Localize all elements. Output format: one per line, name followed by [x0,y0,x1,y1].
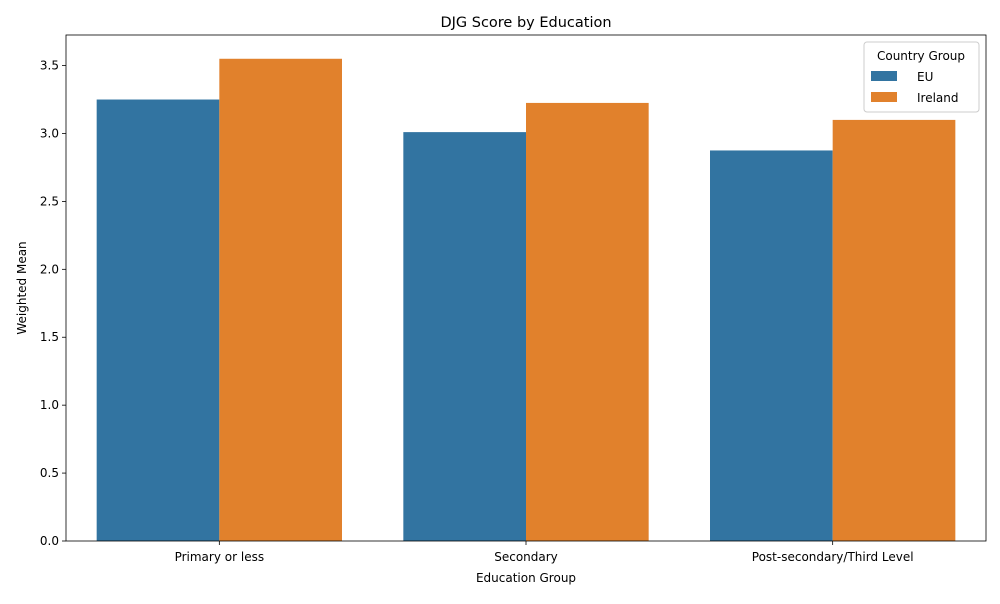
y-axis-title: Weighted Mean [15,241,29,334]
y-tick-label: 0.0 [40,534,59,548]
chart-title: DJG Score by Education [440,15,611,31]
y-tick-label: 2.0 [40,262,59,276]
bar-eu-1 [96,99,220,542]
legend-swatch-ireland [871,92,897,102]
legend-label-eu: EU [917,70,933,84]
legend-swatch-eu [871,71,897,81]
bars-layer [96,58,956,542]
bar-eu-2 [403,132,526,541]
legend-label-ireland: Ireland [917,91,959,105]
legend-title: Country Group [877,49,965,63]
plot-frame [65,34,987,542]
y-tick-label: 1.5 [40,330,59,344]
x-tick-label: Post-secondary/Third Level [752,550,914,564]
y-axis: 0.0 0.5 1.0 1.5 2.0 2.5 3.0 3.5 [40,59,66,548]
y-tick-label: 0.5 [40,466,59,480]
y-tick-label: 2.5 [40,194,59,208]
bar-eu-3 [710,150,833,541]
y-tick-label: 3.5 [40,59,59,73]
x-tick-label: Primary or less [175,550,265,564]
y-tick-label: 3.0 [40,126,59,140]
y-tick-label: 1.0 [40,398,59,412]
x-tick-label: Secondary [494,550,558,564]
bar-ireland-2 [526,102,649,542]
bar-ireland-3 [832,119,956,542]
x-axis: Primary or less Secondary Post-secondary/T… [175,541,914,564]
x-axis-title: Education Group [476,571,576,585]
legend: Country Group EU Ireland [863,41,980,113]
bar-ireland-1 [219,58,342,542]
